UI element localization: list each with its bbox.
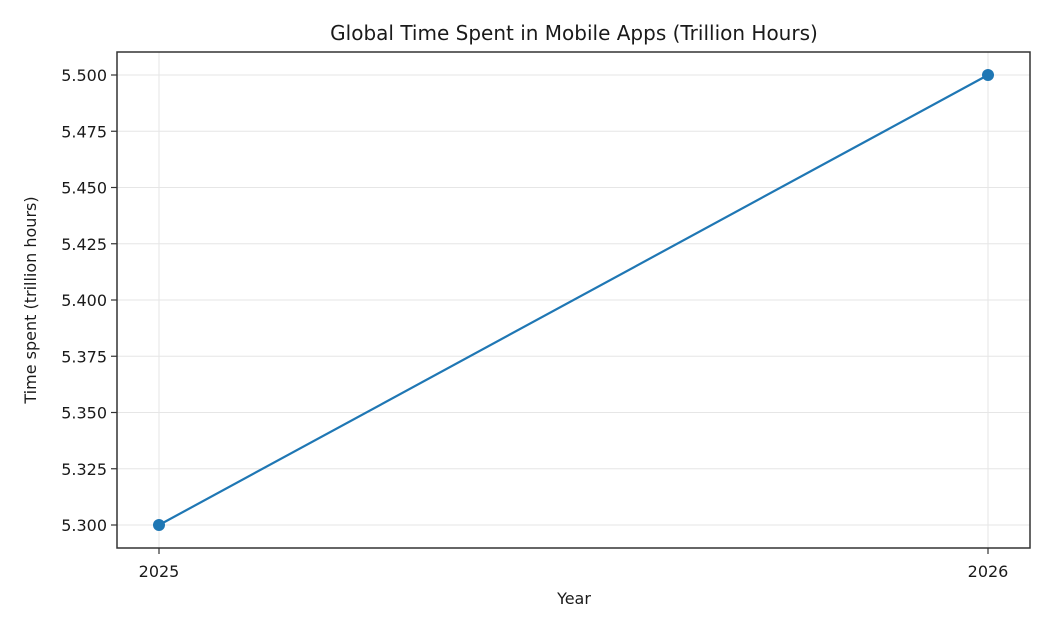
y-axis-ticks: 5.300 5.325 5.350 5.375 5.400 5.425 5.450 5.475…	[61, 66, 117, 535]
y-tick-label: 5.500	[61, 66, 107, 85]
y-tick-label: 5.450	[61, 179, 107, 198]
x-axis-ticks: 2025 2026	[139, 548, 1009, 581]
chart-title: Global Time Spent in Mobile Apps (Trilli…	[330, 21, 818, 45]
y-tick-label: 5.425	[61, 235, 107, 254]
y-tick-label: 5.300	[61, 516, 107, 535]
y-tick-label: 5.325	[61, 460, 107, 479]
x-tick-label: 2026	[968, 562, 1009, 581]
x-tick-label: 2025	[139, 562, 180, 581]
data-point-marker	[153, 519, 165, 531]
data-point-marker	[982, 69, 994, 81]
y-tick-label: 5.400	[61, 291, 107, 310]
y-axis-label: Time spent (trillion hours)	[21, 196, 40, 404]
y-tick-label: 5.475	[61, 122, 107, 141]
series-line	[158, 74, 989, 526]
data-series	[153, 69, 994, 531]
y-tick-label: 5.375	[61, 347, 107, 366]
x-axis-label: Year	[556, 589, 591, 608]
y-tick-label: 5.350	[61, 404, 107, 423]
